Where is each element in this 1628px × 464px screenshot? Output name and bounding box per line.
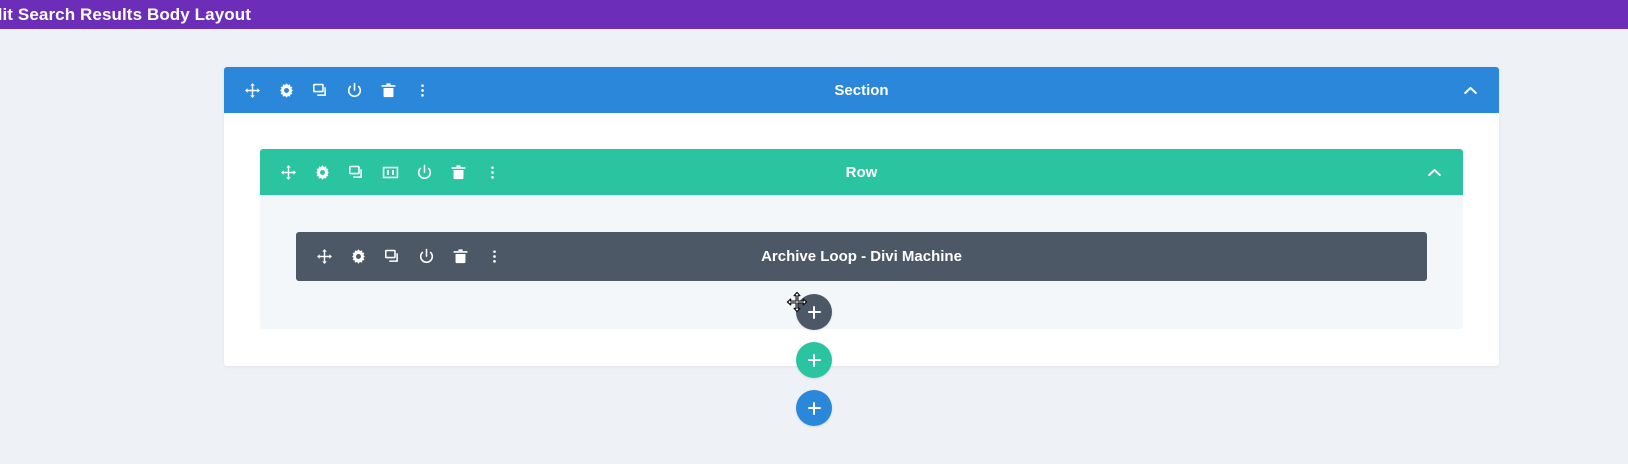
row-collapse-chevron-up-icon[interactable] (1421, 159, 1447, 185)
power-icon[interactable] (414, 244, 439, 269)
ellipsis-vertical-icon[interactable] (410, 78, 435, 103)
power-icon[interactable] (342, 78, 367, 103)
add-row-button[interactable] (796, 342, 832, 378)
module-block[interactable]: Archive Loop - Divi Machine (296, 232, 1427, 281)
builder-canvas: Section (0, 29, 1628, 464)
plus-icon (807, 359, 821, 361)
move-icon[interactable] (276, 160, 301, 185)
section-toolbar[interactable]: Section (224, 67, 1499, 113)
section-tool-group (224, 78, 435, 103)
row-block[interactable]: Row (260, 149, 1463, 329)
move-icon[interactable] (240, 78, 265, 103)
ellipsis-vertical-icon[interactable] (480, 160, 505, 185)
row-tool-group (260, 160, 505, 185)
section-body: Row (224, 113, 1499, 329)
section-collapse-chevron-up-icon[interactable] (1457, 77, 1483, 103)
power-icon[interactable] (412, 160, 437, 185)
add-section-button[interactable] (796, 390, 832, 426)
duplicate-icon[interactable] (380, 244, 405, 269)
columns-icon[interactable] (378, 160, 403, 185)
duplicate-icon[interactable] (344, 160, 369, 185)
page-title: dit Search Results Body Layout (0, 4, 251, 24)
gear-icon[interactable] (310, 160, 335, 185)
section-block[interactable]: Section (224, 67, 1499, 366)
module-tool-group (296, 244, 507, 269)
trash-icon[interactable] (376, 78, 401, 103)
plus-icon (807, 407, 821, 409)
ellipsis-vertical-icon[interactable] (482, 244, 507, 269)
wp-admin-bar: dit Search Results Body Layout (0, 0, 1628, 29)
trash-icon[interactable] (446, 160, 471, 185)
move-icon[interactable] (312, 244, 337, 269)
trash-icon[interactable] (448, 244, 473, 269)
gear-icon[interactable] (274, 78, 299, 103)
duplicate-icon[interactable] (308, 78, 333, 103)
add-module-button[interactable] (796, 294, 832, 330)
plus-icon (807, 311, 821, 313)
row-toolbar[interactable]: Row (260, 149, 1463, 195)
row-body: Archive Loop - Divi Machine (260, 195, 1463, 281)
gear-icon[interactable] (346, 244, 371, 269)
